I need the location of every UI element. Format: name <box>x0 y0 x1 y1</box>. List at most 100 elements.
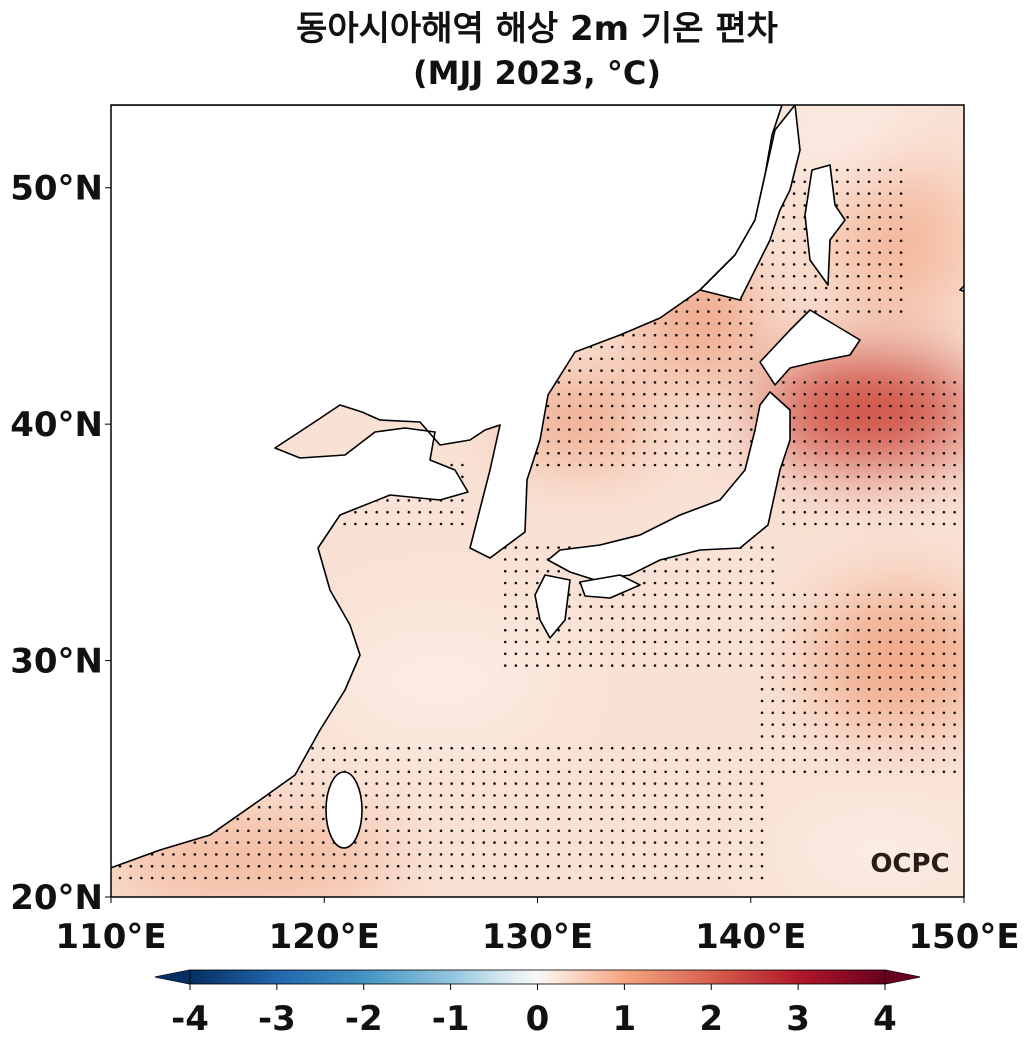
dot <box>728 829 732 833</box>
dot <box>375 510 379 514</box>
dot <box>696 310 700 313</box>
dot <box>857 263 860 266</box>
dot <box>889 617 892 620</box>
dot <box>771 558 774 561</box>
dot <box>771 581 774 585</box>
dot <box>771 546 774 549</box>
dot <box>311 841 314 844</box>
dot <box>835 451 839 455</box>
dot <box>803 640 807 644</box>
dot <box>322 853 325 856</box>
dot <box>717 864 721 868</box>
dot <box>771 617 774 620</box>
dot <box>407 853 411 856</box>
dot <box>899 440 903 443</box>
dot <box>471 853 475 856</box>
dot <box>867 404 871 408</box>
dot <box>568 782 571 785</box>
dot <box>589 404 593 408</box>
dot <box>354 746 357 750</box>
dot <box>675 357 678 361</box>
dot <box>771 699 774 703</box>
dot <box>717 605 721 608</box>
dot <box>867 416 871 420</box>
dot <box>707 428 710 431</box>
dot <box>835 522 839 526</box>
dot <box>760 841 764 844</box>
dot <box>814 593 817 597</box>
dot <box>814 499 817 502</box>
dot <box>536 581 539 585</box>
dot <box>664 322 667 325</box>
dot <box>536 758 539 762</box>
dot <box>503 569 507 573</box>
dot <box>717 853 721 856</box>
dot <box>707 782 710 785</box>
dot <box>792 180 796 184</box>
dot <box>653 345 657 349</box>
dot <box>878 770 881 774</box>
dot <box>664 770 667 774</box>
dot <box>621 451 625 455</box>
dot <box>675 652 678 656</box>
dot <box>632 746 635 750</box>
dot <box>461 499 464 502</box>
dot <box>621 404 625 408</box>
dot <box>889 746 892 750</box>
dot <box>375 805 379 809</box>
dot <box>739 841 742 844</box>
dot <box>792 381 796 384</box>
dot <box>589 841 593 844</box>
dot <box>653 640 657 644</box>
dot <box>675 864 678 868</box>
dot <box>589 357 593 361</box>
dot <box>899 227 903 231</box>
dot <box>621 416 625 420</box>
dot <box>867 723 871 726</box>
dot <box>739 416 742 420</box>
dot <box>429 876 432 880</box>
dot <box>867 215 871 219</box>
dot <box>525 829 528 833</box>
dot <box>739 605 742 608</box>
dot <box>931 664 935 667</box>
dot <box>653 758 657 762</box>
dot <box>792 215 796 219</box>
dot <box>846 440 849 443</box>
dot <box>685 617 689 620</box>
dot <box>857 286 860 290</box>
dot <box>289 841 293 844</box>
dot <box>814 475 817 479</box>
dot <box>846 204 849 207</box>
dot <box>803 475 807 479</box>
dot <box>846 475 849 479</box>
dot <box>182 853 186 856</box>
dot <box>653 416 657 420</box>
dot <box>600 381 603 384</box>
dot <box>814 522 817 526</box>
dot <box>878 263 881 266</box>
dot <box>889 239 892 243</box>
dot <box>717 322 721 325</box>
dot <box>172 853 175 856</box>
dot <box>921 522 924 526</box>
dot <box>814 735 817 738</box>
dot <box>814 274 817 278</box>
dot <box>643 428 646 431</box>
dot <box>418 876 421 880</box>
dot <box>589 640 593 644</box>
dot <box>878 286 881 290</box>
dot <box>546 640 550 644</box>
dot <box>675 853 678 856</box>
dot <box>568 381 571 384</box>
dot <box>889 168 892 172</box>
dot <box>717 558 721 561</box>
dot <box>803 227 807 231</box>
dot <box>653 581 657 585</box>
dot <box>568 392 571 396</box>
dot <box>225 876 229 880</box>
dot <box>846 180 849 184</box>
dot <box>824 381 828 384</box>
dot <box>728 864 732 868</box>
colorbar-tick-label: 4 <box>873 999 897 1039</box>
